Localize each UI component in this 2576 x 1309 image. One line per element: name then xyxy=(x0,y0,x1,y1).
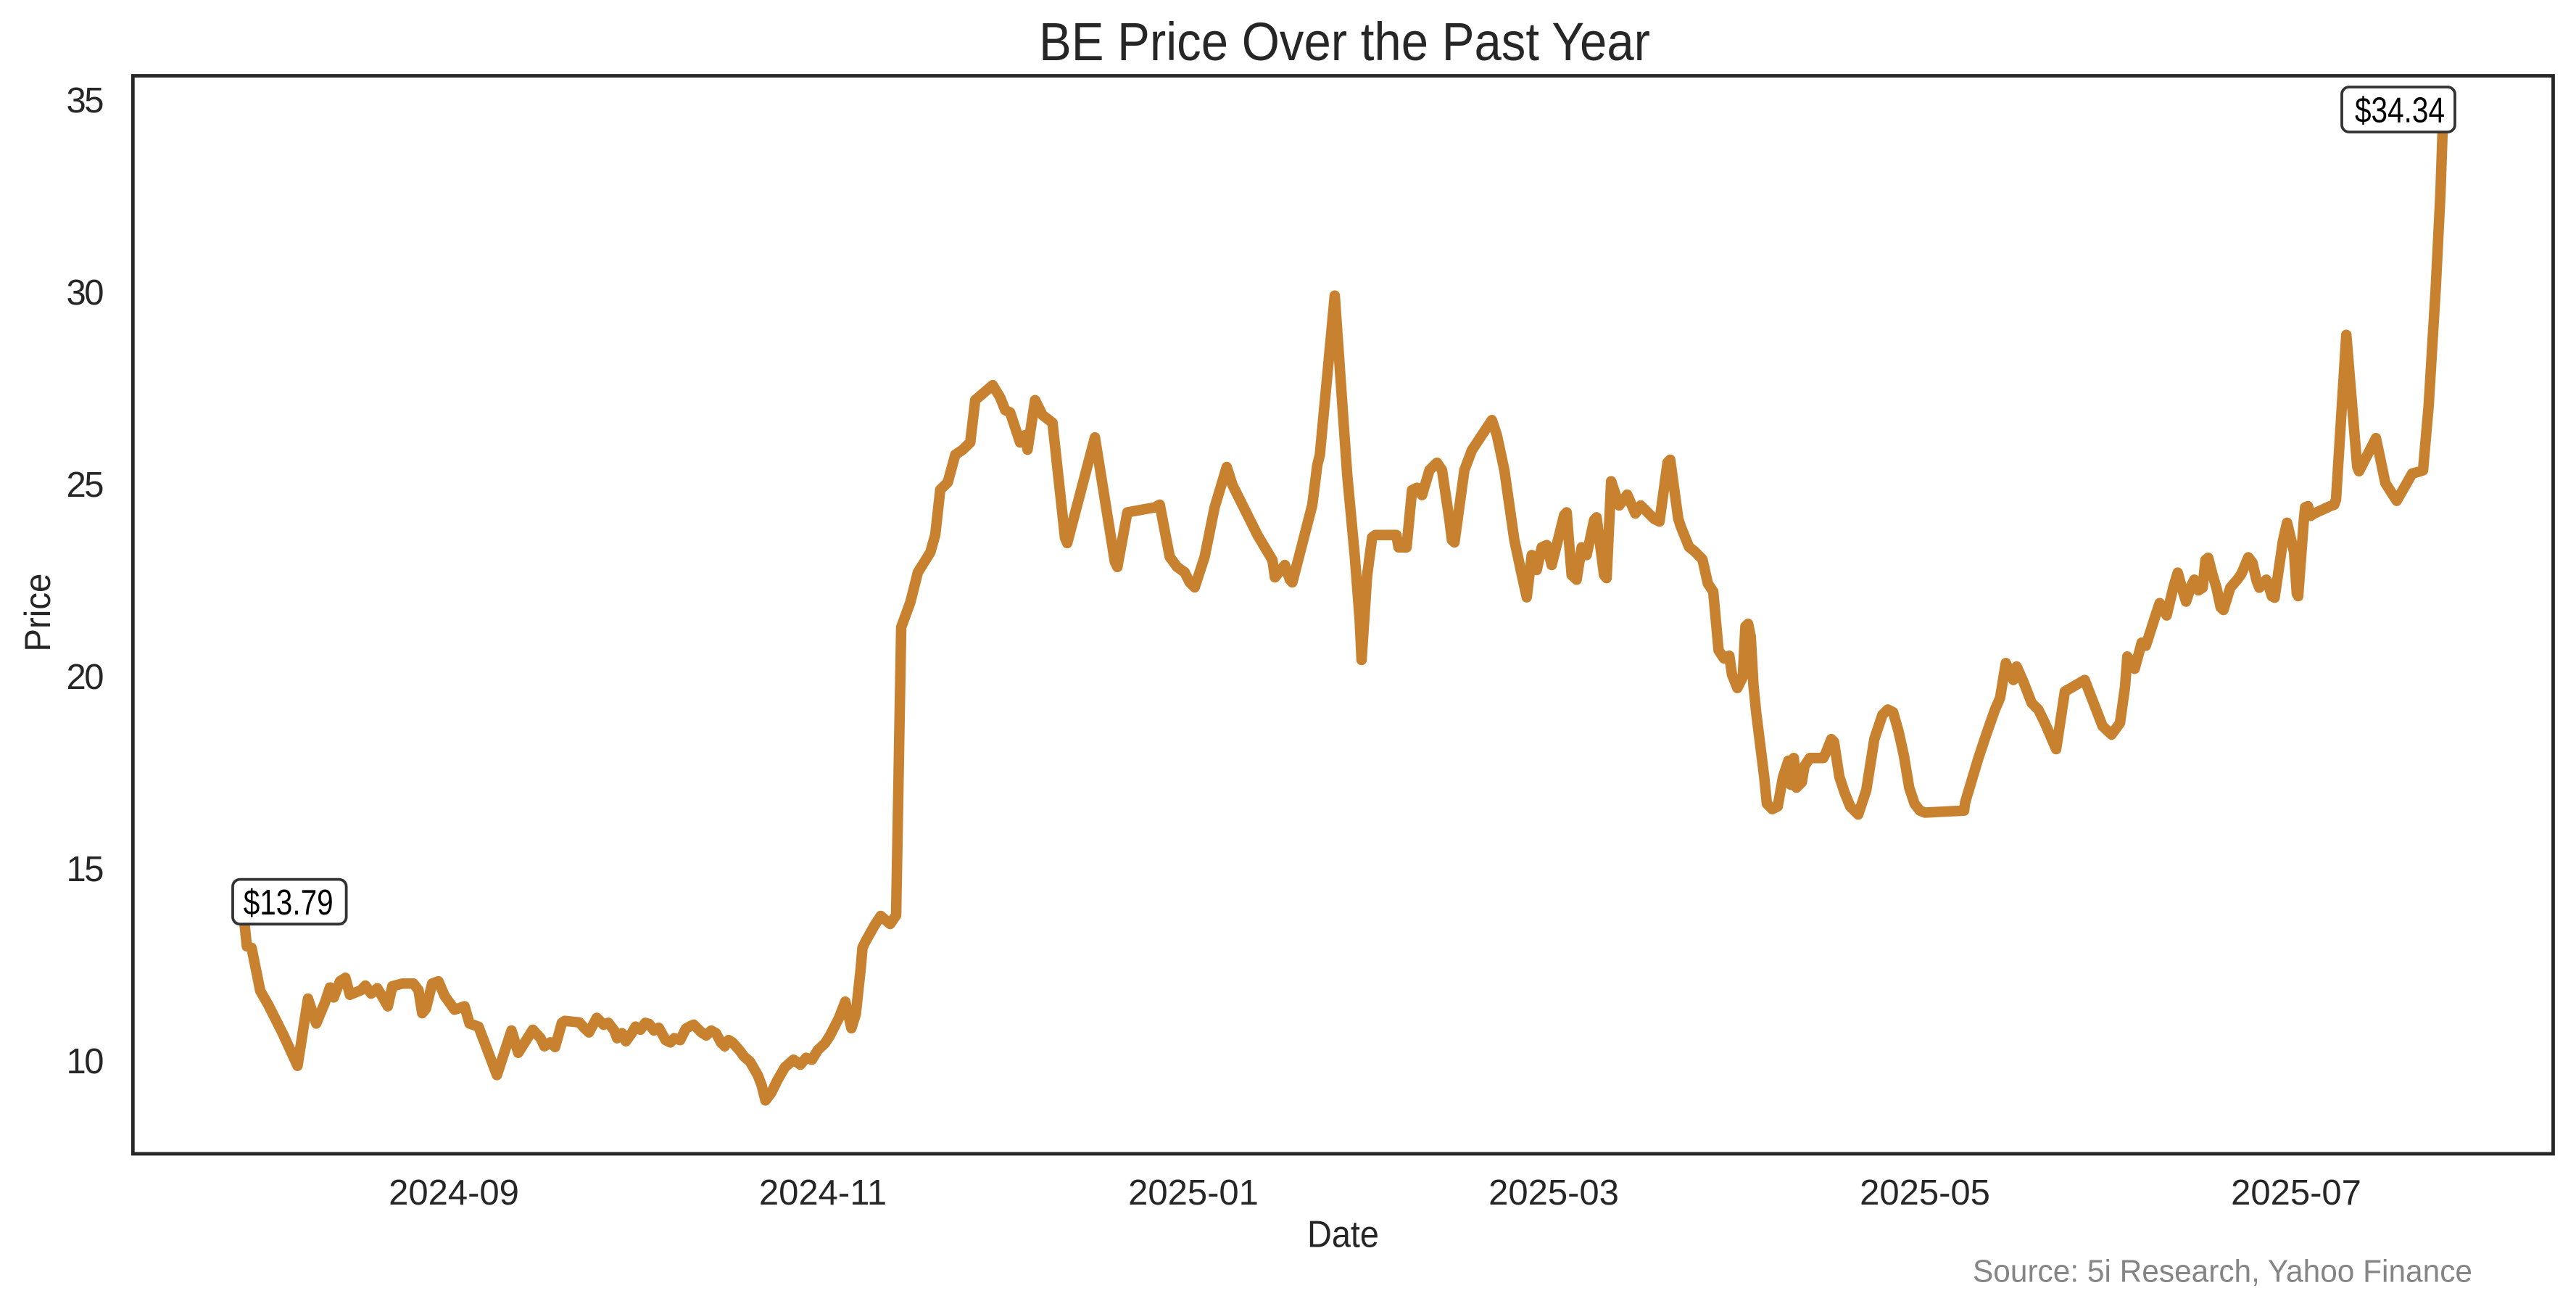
svg-text:2024-11: 2024-11 xyxy=(759,1173,887,1213)
svg-text:25: 25 xyxy=(67,466,104,505)
svg-text:2025-03: 2025-03 xyxy=(1488,1173,1619,1213)
svg-text:BE Price Over the Past Year: BE Price Over the Past Year xyxy=(1039,12,1650,72)
svg-text:Price: Price xyxy=(17,574,58,652)
svg-text:2025-07: 2025-07 xyxy=(2231,1173,2361,1213)
svg-text:2025-01: 2025-01 xyxy=(1128,1173,1259,1213)
svg-text:15: 15 xyxy=(67,850,104,889)
svg-text:20: 20 xyxy=(67,658,104,697)
svg-text:10: 10 xyxy=(67,1042,104,1081)
svg-text:2024-09: 2024-09 xyxy=(389,1173,519,1213)
svg-text:Source: 5i Research, Yahoo Fin: Source: 5i Research, Yahoo Finance xyxy=(1973,1254,2472,1289)
svg-text:Date: Date xyxy=(1307,1214,1379,1256)
svg-text:35: 35 xyxy=(67,81,104,120)
svg-text:2025-05: 2025-05 xyxy=(1860,1173,1990,1213)
svg-text:$34.34: $34.34 xyxy=(2355,91,2445,131)
svg-text:$13.79: $13.79 xyxy=(244,883,334,922)
svg-text:30: 30 xyxy=(67,273,104,313)
